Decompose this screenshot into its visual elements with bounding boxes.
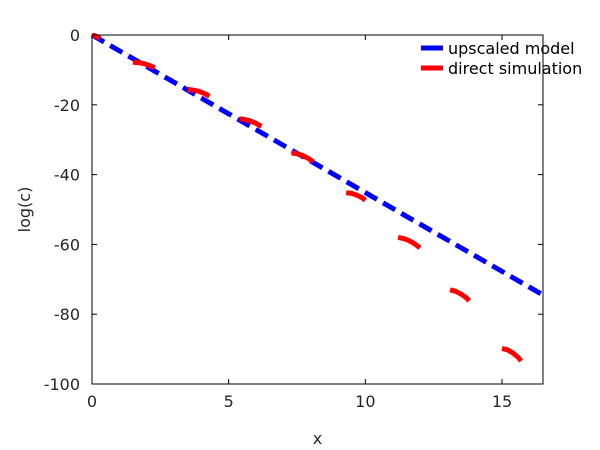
legend-label-0: upscaled model <box>448 39 575 58</box>
x-tick-label: 5 <box>224 392 234 411</box>
series-line-1-segment-1 <box>132 59 156 71</box>
series-line-0-segment-0 <box>90 32 545 298</box>
y-tick-label: -60 <box>54 235 80 254</box>
y-tick-label: -20 <box>54 96 80 115</box>
x-tick-label: 0 <box>87 392 97 411</box>
series-layer <box>90 32 545 363</box>
y-tick-label: -100 <box>44 375 80 394</box>
series-line-1-segment-5 <box>345 190 367 203</box>
ticks-layer: 0 5 10 15 0 -20 -40 -60 -80 -100 <box>44 26 543 411</box>
series-line-1-segment-8 <box>501 345 524 363</box>
y-tick-label: -40 <box>54 166 80 185</box>
y-tick-label: 0 <box>70 26 80 45</box>
y-tick-label: -80 <box>54 305 80 324</box>
series-line-1-segment-2 <box>187 86 211 99</box>
x-tick-label: 15 <box>492 392 512 411</box>
y-axis-label: log(c) <box>15 187 34 233</box>
x-axis-label: x <box>313 429 322 448</box>
series-line-1-segment-3 <box>239 116 263 129</box>
series-line-1-segment-4 <box>291 150 315 164</box>
series-line-1-segment-7 <box>449 287 472 303</box>
x-tick-label: 10 <box>355 392 375 411</box>
series-line-1-segment-6 <box>397 234 422 250</box>
legend-label-1: direct simulation <box>448 59 582 78</box>
axes-box <box>91 34 544 385</box>
